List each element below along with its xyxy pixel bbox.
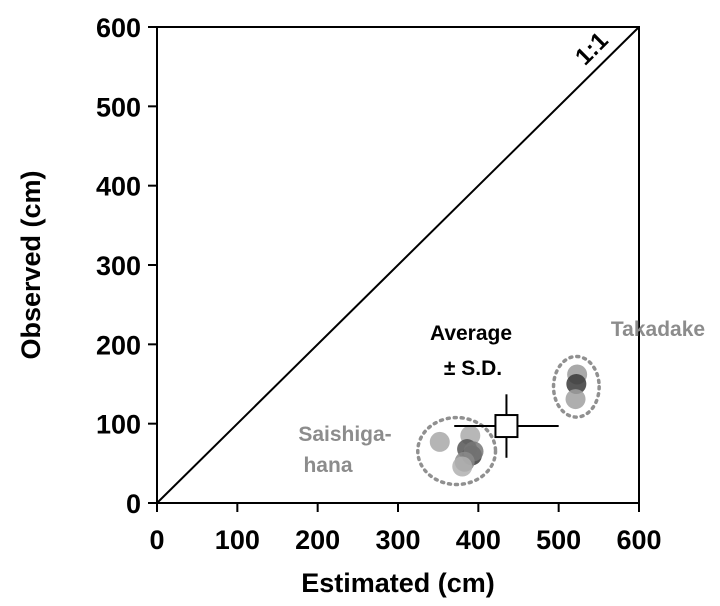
y-axis-label: Observed (cm) bbox=[16, 170, 46, 359]
x-tick-label: 400 bbox=[456, 525, 501, 555]
group-ellipse bbox=[416, 415, 498, 487]
group-ellipse bbox=[551, 354, 601, 419]
y-tick-label: 600 bbox=[96, 13, 141, 43]
y-tick-label: 200 bbox=[96, 330, 141, 360]
y-tick-label: 0 bbox=[126, 489, 141, 519]
y-tick-label: 500 bbox=[96, 92, 141, 122]
y-tick-label: 300 bbox=[96, 251, 141, 281]
group-label: hana bbox=[303, 454, 352, 477]
group-label: Takadake bbox=[611, 318, 705, 341]
average-label: ± S.D. bbox=[444, 357, 502, 380]
x-tick-label: 200 bbox=[295, 525, 340, 555]
x-tick-label: 100 bbox=[215, 525, 260, 555]
one-to-one-line bbox=[156, 26, 640, 504]
data-point bbox=[452, 456, 473, 477]
one-to-one-label: 1:1 bbox=[570, 27, 614, 71]
y-tick-label: 100 bbox=[96, 410, 141, 440]
data-point bbox=[565, 389, 586, 410]
data-point bbox=[429, 431, 450, 452]
average-marker bbox=[494, 414, 519, 439]
x-tick-label: 500 bbox=[536, 525, 581, 555]
group-label: Saishiga- bbox=[298, 423, 391, 446]
average-label: Average bbox=[430, 322, 512, 345]
data-point bbox=[566, 374, 587, 394]
y-tick-label: 400 bbox=[96, 172, 141, 202]
x-axis-label: Estimated (cm) bbox=[301, 568, 495, 598]
x-tick-label: 300 bbox=[375, 525, 420, 555]
x-tick-label: 0 bbox=[149, 525, 164, 555]
x-tick-label: 600 bbox=[616, 525, 661, 555]
